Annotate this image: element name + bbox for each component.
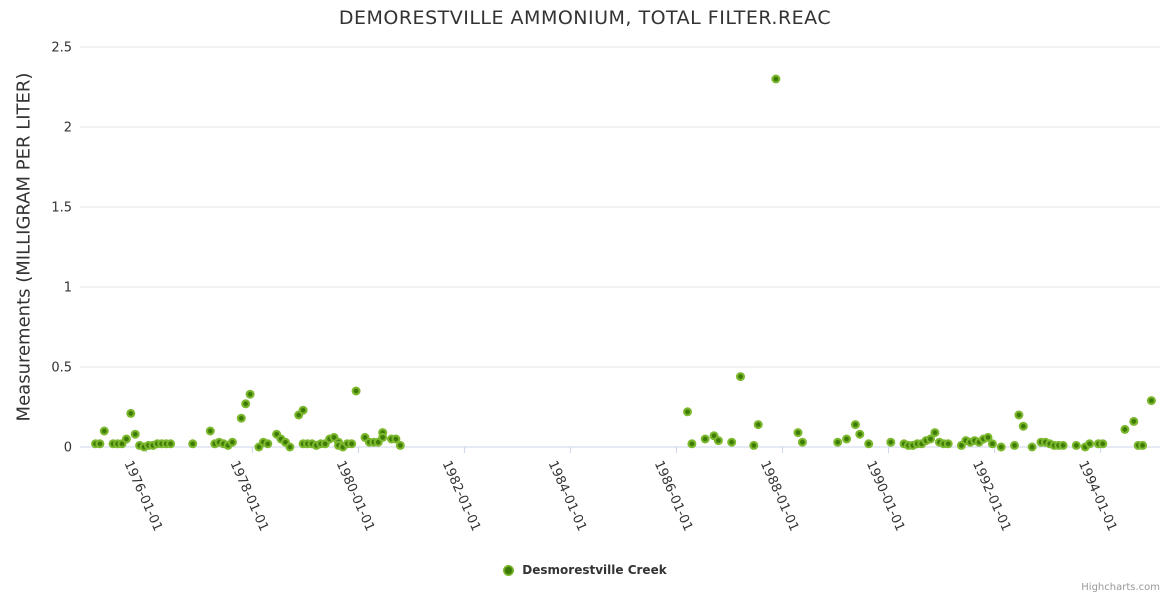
data-point[interactable] — [1146, 396, 1156, 406]
data-point[interactable] — [241, 399, 251, 409]
data-point[interactable] — [205, 426, 215, 436]
data-point[interactable] — [771, 74, 781, 84]
data-point[interactable] — [1098, 439, 1108, 449]
data-point[interactable] — [1071, 440, 1081, 450]
data-point[interactable] — [687, 439, 697, 449]
data-point[interactable] — [298, 405, 308, 415]
legend-marker-icon — [503, 564, 515, 576]
data-point[interactable] — [864, 439, 874, 449]
x-axis-tick-label: 1984-01-01 — [545, 459, 589, 534]
y-axis-tick-label: 0.5 — [51, 361, 72, 376]
data-point[interactable] — [263, 439, 273, 449]
y-axis-tick-label: 0 — [64, 441, 72, 456]
legend-label: Desmorestville Creek — [522, 563, 667, 577]
y-axis-tick-label: 1.5 — [51, 201, 72, 216]
data-point[interactable] — [1058, 440, 1068, 450]
data-point[interactable] — [378, 432, 388, 442]
legend-item[interactable]: Desmorestville Creek — [503, 563, 667, 577]
data-point[interactable] — [727, 437, 737, 447]
data-point[interactable] — [126, 408, 136, 418]
x-axis-tick-label: 1986-01-01 — [651, 459, 695, 534]
data-point[interactable] — [842, 434, 852, 444]
data-point[interactable] — [797, 437, 807, 447]
legend: Desmorestville Creek — [0, 563, 1170, 577]
data-point[interactable] — [855, 429, 865, 439]
data-point[interactable] — [926, 434, 935, 444]
x-axis-tick-label: 1978-01-01 — [227, 459, 271, 534]
data-point[interactable] — [753, 420, 763, 430]
data-point[interactable] — [700, 434, 710, 444]
data-point[interactable] — [1120, 424, 1130, 434]
data-point[interactable] — [1129, 416, 1139, 426]
data-point[interactable] — [347, 439, 357, 449]
data-point[interactable] — [245, 389, 255, 399]
x-axis-tick-label: 1980-01-01 — [333, 459, 377, 534]
x-axis-tick-label: 1994-01-01 — [1075, 459, 1119, 534]
data-point[interactable] — [1018, 421, 1028, 431]
data-point[interactable] — [987, 439, 997, 449]
data-point[interactable] — [121, 434, 131, 444]
chart-title: DEMORESTVILLE AMMONIUM, TOTAL FILTER.REA… — [338, 7, 832, 29]
y-axis-tick-label: 1 — [64, 281, 72, 296]
data-point[interactable] — [391, 434, 401, 444]
data-point[interactable] — [749, 440, 759, 450]
data-point[interactable] — [793, 428, 803, 438]
data-point[interactable] — [99, 426, 109, 436]
highcharts-credits-link[interactable]: Highcharts.com — [1081, 582, 1160, 593]
data-point[interactable] — [227, 437, 237, 447]
data-point[interactable] — [1014, 410, 1024, 420]
data-point[interactable] — [886, 437, 896, 447]
data-point[interactable] — [351, 386, 361, 396]
data-point[interactable] — [996, 442, 1006, 452]
x-axis-tick-label: 1982-01-01 — [439, 459, 483, 534]
data-point[interactable] — [683, 407, 692, 417]
data-point[interactable] — [1027, 442, 1037, 452]
data-point[interactable] — [850, 420, 860, 430]
data-point[interactable] — [930, 428, 940, 438]
data-point[interactable] — [1138, 440, 1148, 450]
y-axis-tick-label: 2.5 — [51, 41, 72, 56]
data-point[interactable] — [395, 440, 405, 450]
y-axis-tick-label: 2 — [64, 121, 72, 136]
data-point[interactable] — [736, 372, 745, 382]
data-point[interactable] — [833, 437, 843, 447]
x-axis-tick-label: 1992-01-01 — [969, 459, 1013, 534]
data-point[interactable] — [1085, 439, 1095, 449]
data-point[interactable] — [285, 442, 295, 452]
x-axis-tick-label: 1990-01-01 — [863, 459, 907, 534]
data-point[interactable] — [130, 429, 140, 439]
data-point[interactable] — [1010, 440, 1019, 450]
data-point[interactable] — [943, 439, 953, 449]
x-axis-tick-label: 1988-01-01 — [757, 459, 801, 534]
data-point[interactable] — [236, 413, 246, 423]
x-axis-tick-label: 1976-01-01 — [121, 459, 165, 534]
data-point[interactable] — [166, 439, 176, 449]
data-point[interactable] — [95, 439, 105, 449]
data-point[interactable] — [983, 432, 993, 442]
data-point[interactable] — [713, 436, 723, 446]
y-axis-title: Measurements (MILLIGRAM PER LITER) — [13, 72, 35, 422]
data-point[interactable] — [188, 439, 198, 449]
